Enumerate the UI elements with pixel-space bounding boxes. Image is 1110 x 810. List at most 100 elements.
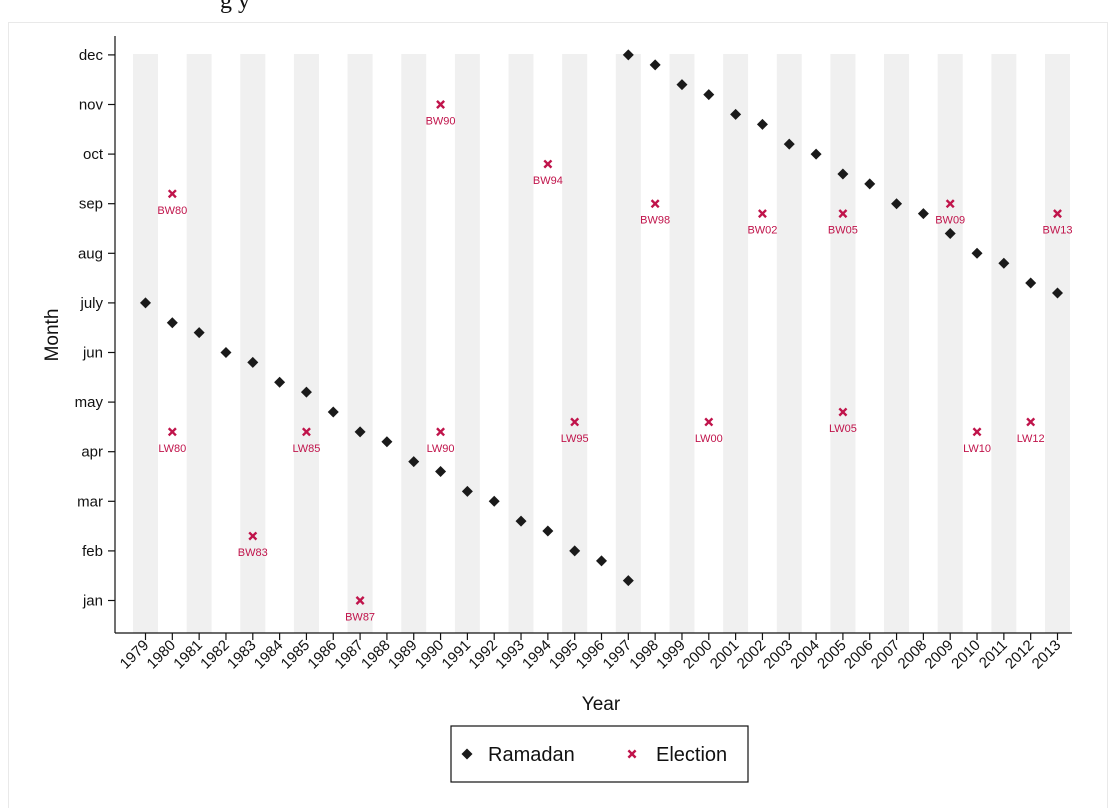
ramadan-point-1981-2 [193, 327, 205, 339]
x-tick-label-1982: 1982 [197, 637, 233, 673]
x-tick-label-2007: 2007 [868, 637, 904, 673]
election-label-LW90: LW90 [427, 443, 455, 455]
plot-region-border [8, 22, 1108, 808]
election-point-BW13-stroke-b [1053, 209, 1062, 219]
y-tick-label-sep: sep [79, 196, 103, 213]
election-point-BW90 [436, 100, 446, 109]
legend-election-marker-stroke-b [627, 749, 637, 759]
band-1979 [133, 54, 158, 633]
ramadan-point-1992-13 [488, 495, 500, 507]
election-label-LW12: LW12 [1017, 433, 1045, 445]
ramadan-point-1983-4 [247, 356, 259, 368]
election-point-BW83 [248, 531, 258, 541]
election-point-LW85-stroke-b [301, 427, 311, 437]
y-tick-label-jan: jan [82, 593, 103, 610]
ramadan-point-1993-14 [515, 515, 527, 527]
band-2013 [1045, 54, 1070, 633]
election-point-BW87-stroke-b [355, 596, 365, 605]
ramadan-point-1995-16 [569, 545, 581, 557]
y-tick-label-oct: oct [83, 146, 104, 163]
band-2007 [884, 54, 910, 633]
ramadan-point-2008-30 [917, 208, 929, 220]
election-label-BW13: BW13 [1043, 225, 1073, 237]
ramadan-point-2006-28 [864, 178, 876, 190]
y-tick-label-aug: aug [78, 245, 103, 262]
ramadan-point-1999-21 [676, 79, 688, 91]
ramadan-point-2000-22 [703, 89, 715, 101]
band-1987 [347, 54, 373, 633]
legend-box [450, 725, 749, 783]
election-label-BW94: BW94 [533, 175, 563, 187]
x-tick-label-1994: 1994 [519, 637, 555, 673]
legend-election-label: Election [656, 744, 727, 766]
band-2005 [830, 54, 856, 633]
y-tick-label-feb: feb [82, 543, 103, 560]
election-point-LW95-stroke-b [570, 417, 580, 427]
election-point-LW95 [570, 417, 580, 427]
x-tick-label-1980: 1980 [144, 637, 180, 673]
ramadan-point-2012-34 [1025, 277, 1037, 289]
ramadan-point-1989-10 [408, 456, 420, 468]
ramadan-point-1997-18 [622, 575, 634, 587]
election-point-LW12 [1026, 417, 1036, 427]
election-point-BW94 [543, 159, 553, 169]
election-point-LW05 [838, 407, 848, 417]
election-point-BW13 [1053, 209, 1062, 219]
ramadan-point-1994-15 [542, 525, 554, 537]
ramadan-point-2011-33 [998, 257, 1010, 269]
election-label-BW09: BW09 [935, 215, 965, 227]
ramadan-point-1988-9 [381, 436, 393, 448]
x-axis-title: Year [582, 694, 621, 715]
y-tick-label-nov: nov [79, 97, 104, 114]
x-tick-label-2013: 2013 [1029, 637, 1065, 673]
ramadan-point-1991-12 [461, 485, 473, 497]
election-point-BW02-stroke-b [757, 209, 767, 219]
x-tick-label-1989: 1989 [385, 637, 421, 673]
election-point-LW80 [167, 427, 177, 437]
ramadan-point-1982-3 [220, 347, 232, 358]
band-2003 [776, 54, 802, 633]
band-2011 [991, 54, 1017, 633]
ramadan-point-1990-11 [435, 466, 447, 478]
election-point-BW09-stroke-b [945, 199, 955, 209]
ramadan-point-2003-25 [783, 138, 795, 150]
election-point-LW90-stroke-b [436, 427, 446, 437]
election-point-BW98-stroke-b [650, 199, 660, 209]
ramadan-point-1985-6 [300, 386, 312, 398]
election-point-BW83-stroke-b [248, 531, 258, 541]
ramadan-point-1998-20 [649, 59, 661, 71]
election-point-BW80 [167, 189, 177, 199]
x-tick-label-2006: 2006 [841, 637, 877, 673]
x-tick-label-2005: 2005 [814, 637, 850, 673]
x-tick-label-1981: 1981 [170, 637, 206, 673]
x-tick-label-1987: 1987 [331, 637, 367, 673]
partial-title-text: g y [220, 0, 250, 14]
band-2009 [937, 54, 963, 633]
ramadan-point-1980-1 [166, 317, 178, 329]
ramadan-point-2007-29 [891, 198, 903, 210]
election-label-BW90: BW90 [426, 116, 456, 128]
election-point-BW05 [838, 209, 848, 219]
legend-ramadan-label: Ramadan [488, 744, 575, 766]
x-tick-label-1986: 1986 [304, 637, 340, 673]
band-1989 [401, 54, 427, 633]
ramadan-point-2009-31 [944, 227, 956, 239]
x-tick-label-2001: 2001 [707, 637, 743, 673]
election-label-BW02: BW02 [747, 225, 777, 237]
x-tick-label-2002: 2002 [734, 637, 770, 673]
x-tick-label-2003: 2003 [760, 637, 796, 673]
x-tick-label-1997: 1997 [600, 637, 636, 673]
election-label-LW85: LW85 [292, 443, 320, 455]
ramadan-point-2013-35 [1052, 287, 1063, 299]
x-tick-label-1990: 1990 [412, 637, 448, 673]
election-point-BW94-stroke-b [543, 159, 553, 169]
x-tick-label-2012: 2012 [1002, 637, 1038, 673]
band-1999 [669, 54, 695, 633]
election-point-LW80-stroke-b [167, 427, 177, 437]
x-tick-label-1995: 1995 [546, 637, 582, 673]
ramadan-point-2004-26 [810, 148, 822, 160]
election-point-LW00 [704, 417, 714, 427]
election-point-LW85 [301, 427, 311, 437]
ramadan-point-2001-23 [730, 108, 742, 120]
